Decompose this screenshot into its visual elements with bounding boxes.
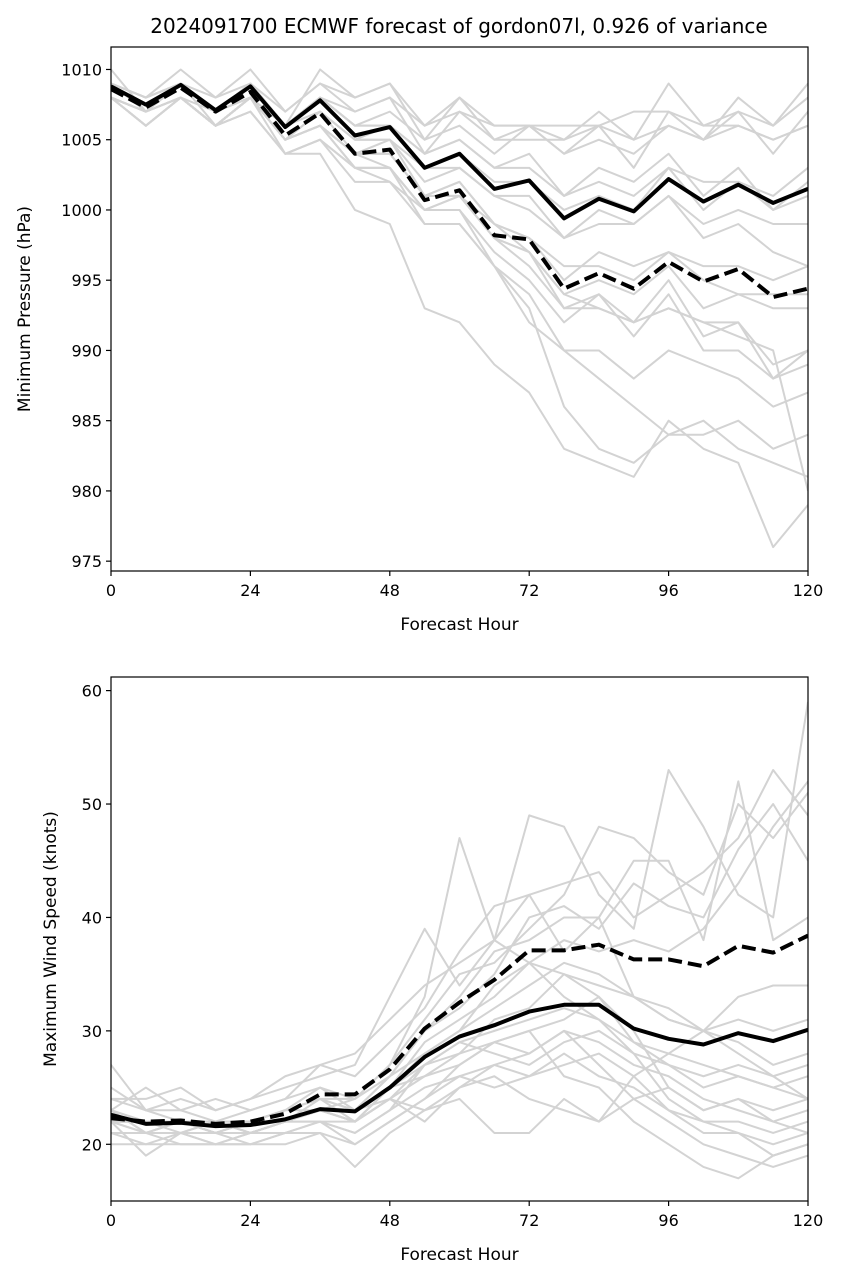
pressure-axes-frame <box>110 46 809 572</box>
pressure-ytick-label: 980 <box>71 482 102 501</box>
wind-member-line-10 <box>111 1007 808 1134</box>
wind-ytick-label: 20 <box>82 1135 102 1154</box>
pressure-member-line-14 <box>111 96 808 366</box>
wind-xtick-label: 120 <box>793 1211 824 1230</box>
pressure-ytick-label: 975 <box>71 552 102 571</box>
wind-plot-area <box>111 701 808 1180</box>
pressure-ytick-label: 985 <box>71 412 102 431</box>
wind-member-line-14 <box>111 1029 808 1134</box>
pressure-ytick-label: 1000 <box>61 201 102 220</box>
pressure-dashed-line <box>111 85 808 300</box>
wind-ytick-label: 40 <box>82 908 102 927</box>
pressure-plot-area <box>111 68 808 549</box>
pressure-ytick-label: 995 <box>71 271 102 290</box>
wind-member-line-4 <box>111 780 808 1112</box>
pressure-xtick-label: 0 <box>106 581 116 600</box>
pressure-ytick-label: 990 <box>71 341 102 360</box>
wind-member-line-21 <box>111 961 808 1123</box>
pressure-member-line-10 <box>111 82 808 240</box>
wind-ytick-label: 30 <box>82 1022 102 1041</box>
wind-xtick-label: 96 <box>658 1211 678 1230</box>
wind-y-axis-label: Maximum Wind Speed (knots) <box>41 811 61 1067</box>
wind-member-line-8 <box>111 916 808 1134</box>
wind-panel: 0 24 48 72 96 120 20 30 40 50 60 Forecast Hour Maxim… <box>41 676 824 1265</box>
wind-member-line-7 <box>111 780 808 1134</box>
chart-title: 2024091700 ECMWF forecast of gordon07l, … <box>150 14 767 38</box>
wind-member-line-20 <box>111 1029 808 1134</box>
pressure-member-line-2 <box>111 68 808 141</box>
pressure-panel: 0 24 48 72 96 120 975 980 985 990 995 1000 1005 1010 F… <box>15 46 824 635</box>
wind-member-line-6 <box>111 803 808 1134</box>
wind-axes-frame <box>110 676 809 1202</box>
pressure-member-line-21 <box>111 96 808 492</box>
wind-member-line-2 <box>111 701 808 1112</box>
pressure-member-line-15 <box>111 96 808 408</box>
wind-x-axis-label: Forecast Hour <box>400 1245 518 1265</box>
pressure-member-line-1 <box>111 68 808 141</box>
pressure-y-axis-label: Minimum Pressure (hPa) <box>15 206 35 412</box>
pressure-xtick-label: 120 <box>793 581 824 600</box>
pressure-member-line-4 <box>111 82 808 155</box>
pressure-xtick-label: 72 <box>519 581 539 600</box>
pressure-ytick-label: 1005 <box>61 131 102 150</box>
wind-xtick-label: 72 <box>519 1211 539 1230</box>
wind-xtick-label: 24 <box>240 1211 260 1230</box>
wind-ytick-label: 50 <box>82 795 102 814</box>
wind-member-line-16 <box>111 1052 808 1157</box>
pressure-xtick-label: 24 <box>240 581 260 600</box>
wind-member-line-9 <box>111 961 808 1134</box>
pressure-ytick-label: 1010 <box>61 60 102 79</box>
pressure-xtick-label: 96 <box>658 581 678 600</box>
pressure-member-line-20 <box>111 96 808 478</box>
wind-solid-line <box>111 1002 808 1129</box>
wind-xtick-label: 0 <box>106 1211 116 1230</box>
wind-dashed-line <box>111 933 808 1126</box>
pressure-solid-line <box>111 82 808 221</box>
wind-member-line-12 <box>111 973 808 1146</box>
wind-member-line-3 <box>111 769 808 1112</box>
wind-ytick-label: 60 <box>82 682 102 701</box>
pressure-xtick-label: 48 <box>380 581 400 600</box>
pressure-x-axis-label: Forecast Hour <box>400 615 518 635</box>
wind-member-line-18 <box>111 1029 808 1180</box>
wind-member-line-19 <box>111 1086 808 1134</box>
wind-xtick-label: 48 <box>380 1211 400 1230</box>
wind-member-line-1 <box>111 837 808 1123</box>
